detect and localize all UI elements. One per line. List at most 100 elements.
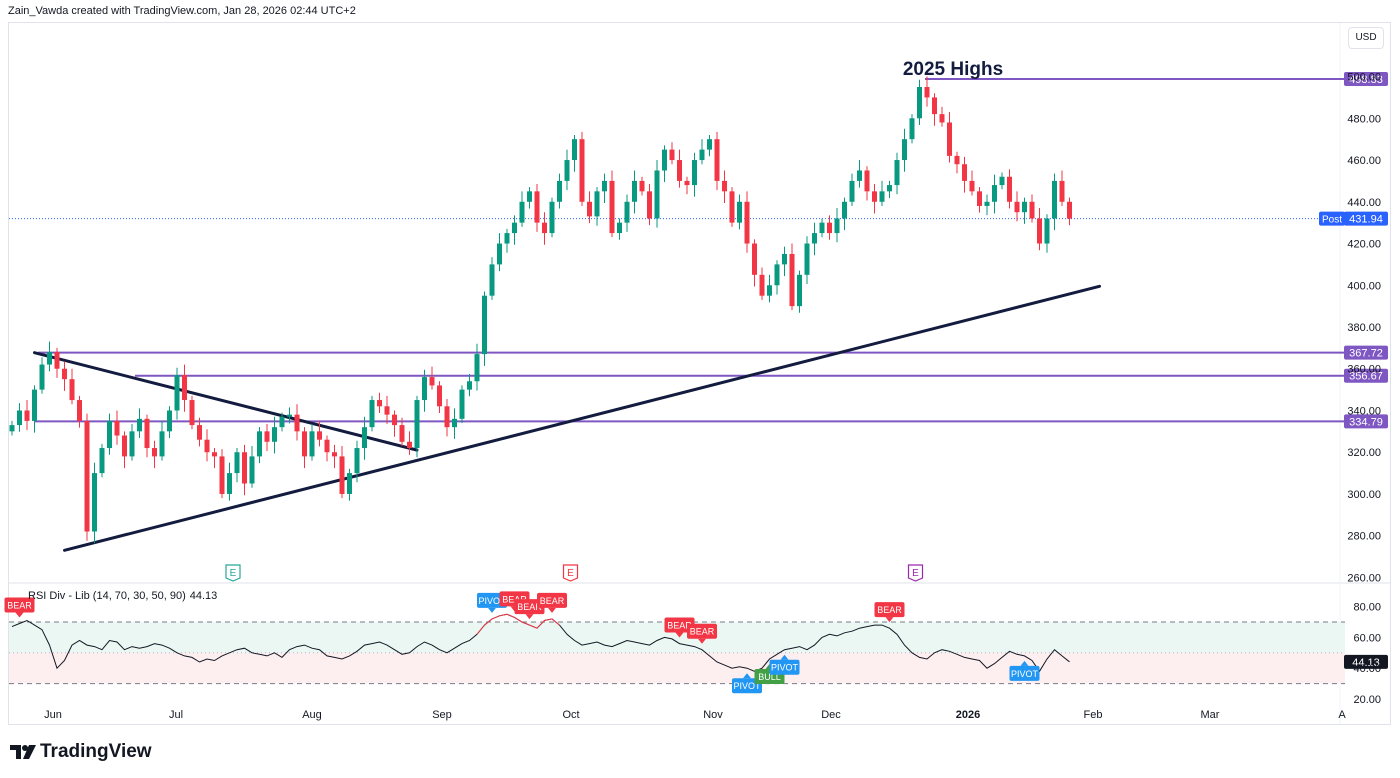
earnings-marker-label: E bbox=[567, 568, 574, 579]
candle-down bbox=[204, 439, 210, 453]
rsi-signal-bear: BEAR bbox=[874, 602, 905, 623]
candle-up bbox=[354, 448, 360, 474]
candle-up bbox=[797, 274, 802, 307]
time-tick-label: Sep bbox=[432, 709, 452, 721]
candle-down bbox=[609, 180, 615, 234]
signal-pointer bbox=[488, 607, 496, 613]
candle-up bbox=[1052, 180, 1057, 219]
candle-down bbox=[242, 452, 247, 484]
candle-up bbox=[782, 253, 787, 265]
candle-down bbox=[1059, 180, 1065, 202]
candle-up bbox=[894, 160, 900, 186]
candle-up bbox=[39, 364, 45, 390]
candle-up bbox=[774, 264, 780, 286]
candle-up bbox=[129, 431, 135, 457]
rsi-tick-label: 40.00 bbox=[1353, 663, 1381, 675]
time-tick-label: Jul bbox=[169, 709, 183, 721]
candle-down bbox=[962, 164, 967, 181]
signal-label: BEAR bbox=[690, 627, 715, 637]
candle-down bbox=[1037, 218, 1042, 244]
signal-label: BEAR bbox=[667, 621, 692, 631]
price-tick-label: 420.00 bbox=[1347, 239, 1381, 251]
time-tick-label: Mar bbox=[1201, 709, 1220, 721]
price-tick-label: 500.00 bbox=[1347, 72, 1381, 84]
rsi-value-tag: 44.13 bbox=[1352, 657, 1380, 669]
price-tick-label: 260.00 bbox=[1347, 572, 1381, 584]
signal-label: BEAR bbox=[7, 601, 32, 611]
candle-up bbox=[459, 389, 465, 419]
candle-down bbox=[24, 410, 30, 421]
candle-down bbox=[722, 180, 727, 192]
price-tick-label: 440.00 bbox=[1347, 197, 1381, 209]
tradingview-logo[interactable]: TradingView bbox=[10, 741, 152, 763]
candle-up bbox=[602, 180, 607, 192]
candle-up bbox=[699, 149, 705, 161]
signal-badge bbox=[687, 623, 717, 639]
rsi-signal-pivot-low: PIVOT bbox=[1009, 660, 1040, 681]
candle-up bbox=[812, 233, 817, 244]
candle-up bbox=[804, 243, 810, 275]
candle-down bbox=[197, 425, 202, 440]
candle-up bbox=[1022, 201, 1027, 213]
candles bbox=[9, 76, 1072, 544]
candle-down bbox=[542, 222, 547, 234]
current-price-label: 431.94 bbox=[1349, 214, 1383, 226]
candle-down bbox=[384, 406, 390, 415]
price-axis: 500.00 480.00 460.00 440.00 420.00 400.00 380.… bbox=[1347, 72, 1381, 706]
currency-button[interactable]: USD bbox=[1348, 27, 1384, 49]
candle-up bbox=[497, 243, 502, 265]
rsi-value: 44.13 bbox=[189, 590, 218, 602]
candle-down bbox=[114, 420, 120, 436]
candle-up bbox=[47, 352, 52, 365]
candle-up bbox=[309, 431, 315, 457]
price-tick-label: 480.00 bbox=[1347, 113, 1381, 125]
candle-down bbox=[377, 400, 382, 407]
time-tick-label: Jun bbox=[44, 709, 62, 721]
earnings-marker-icon bbox=[907, 564, 924, 582]
candle-up bbox=[999, 176, 1005, 186]
signal-label: PIVOT bbox=[1011, 669, 1039, 679]
candle-down bbox=[339, 456, 345, 494]
candle-down bbox=[977, 191, 982, 206]
level-label-bg bbox=[1344, 414, 1388, 429]
candle-up bbox=[137, 418, 142, 432]
rsi-tick-label: 80.00 bbox=[1353, 602, 1381, 614]
time-tick-label: A bbox=[1338, 709, 1346, 721]
candle-up bbox=[362, 427, 367, 449]
candle-up bbox=[99, 448, 105, 474]
candle-up bbox=[594, 191, 600, 217]
candle-up bbox=[632, 180, 637, 202]
candle-down bbox=[69, 379, 75, 401]
candle-up bbox=[572, 139, 577, 161]
earnings-marker: E bbox=[225, 564, 241, 582]
candle-down bbox=[939, 114, 945, 123]
rsi-series: 44.13 bbox=[11, 613, 1388, 673]
signal-pointer bbox=[675, 632, 684, 638]
level-label: 367.72 bbox=[1349, 348, 1383, 360]
tradingview-logo-text: TradingView bbox=[40, 741, 152, 762]
rsi-signal-bear: BEAR bbox=[537, 592, 567, 613]
post-tag-bg bbox=[1319, 211, 1345, 226]
signal-pointer bbox=[698, 638, 706, 644]
signal-label: BULL bbox=[758, 672, 781, 682]
signal-pointer bbox=[15, 612, 24, 618]
signal-label: BEAR bbox=[517, 602, 542, 612]
candle-down bbox=[827, 222, 832, 234]
candle-down bbox=[332, 452, 337, 457]
earnings-marker: E bbox=[562, 564, 579, 582]
candle-down bbox=[759, 274, 765, 296]
price-tick-label: 460.00 bbox=[1347, 155, 1381, 167]
candle-up bbox=[489, 264, 495, 296]
candle-down bbox=[1067, 201, 1072, 219]
candle-up bbox=[234, 452, 240, 474]
candle-up bbox=[819, 222, 825, 234]
candle-up bbox=[564, 160, 570, 181]
price-tick-label: 340.00 bbox=[1347, 405, 1381, 417]
rsi-signal-pivot-low: PIVOT bbox=[769, 654, 800, 675]
chart-frame bbox=[8, 22, 1391, 725]
candle-down bbox=[152, 448, 157, 457]
signal-label: PIVOT bbox=[771, 663, 799, 673]
candle-down bbox=[924, 86, 930, 98]
candle-up bbox=[549, 201, 555, 234]
